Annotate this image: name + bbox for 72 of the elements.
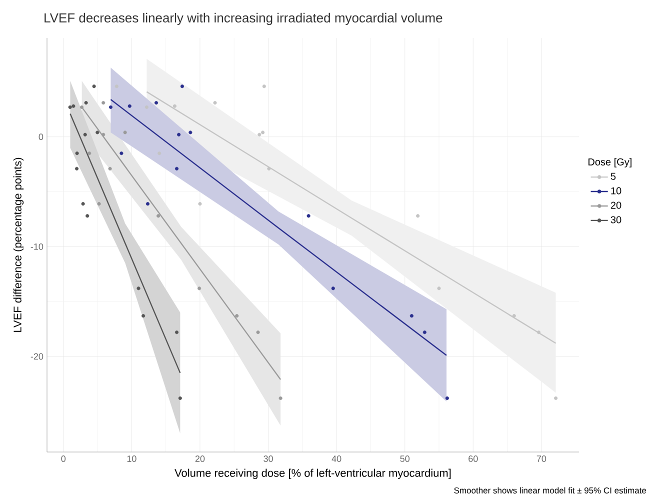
- point: [445, 396, 449, 400]
- point: [123, 130, 127, 134]
- point: [306, 214, 310, 218]
- chart-title: LVEF decreases linearly with increasing irradiated myocardial volume: [44, 12, 442, 26]
- point: [174, 166, 179, 170]
- point: [80, 105, 84, 109]
- x-tick-label: 60: [468, 456, 478, 462]
- point: [267, 166, 271, 170]
- point: [554, 396, 558, 400]
- point: [410, 314, 414, 318]
- point: [256, 330, 260, 334]
- point: [88, 152, 92, 156]
- point: [156, 214, 160, 218]
- point: [154, 100, 158, 105]
- point: [68, 105, 72, 109]
- point: [188, 130, 192, 134]
- x-tick-label: 40: [332, 456, 342, 462]
- y-tick-label: 0: [38, 134, 44, 140]
- point: [213, 100, 217, 105]
- point: [74, 166, 79, 170]
- point: [258, 132, 262, 136]
- point: [235, 314, 239, 318]
- x-tick-label: 20: [195, 456, 205, 462]
- point: [172, 104, 177, 108]
- legend-title: Dose [Gy]: [588, 158, 632, 168]
- x-tick-label: 50: [400, 456, 410, 462]
- point: [136, 286, 140, 290]
- point: [177, 132, 181, 136]
- point: [92, 84, 96, 88]
- point: [108, 105, 113, 109]
- point: [128, 104, 132, 108]
- x-tick-label: 0: [61, 456, 66, 462]
- x-tick-label: 70: [536, 456, 546, 462]
- y-tick-label: -10: [30, 243, 44, 250]
- point: [96, 130, 100, 134]
- point: [262, 84, 266, 88]
- point: [197, 286, 202, 290]
- point: [72, 104, 76, 108]
- point: [422, 330, 426, 334]
- point: [120, 152, 124, 156]
- point: [81, 202, 85, 206]
- point: [174, 330, 179, 334]
- legend-label: 20: [610, 202, 622, 209]
- x-tick-label: 10: [127, 456, 136, 462]
- legend-label: 10: [611, 187, 622, 194]
- point: [86, 214, 90, 218]
- point: [536, 330, 541, 334]
- point: [83, 132, 87, 136]
- text: Smoother shows linear model fit ± 95% CI estimate: [454, 487, 646, 494]
- point: [102, 100, 106, 105]
- point: [97, 202, 101, 206]
- point: [141, 314, 146, 318]
- point: [416, 214, 420, 218]
- y-tick-label: -20: [30, 353, 44, 360]
- point: [261, 130, 265, 134]
- point: [108, 166, 112, 170]
- point: [102, 132, 106, 136]
- y-axis-title: LVEF difference (percentage points): [13, 158, 24, 332]
- point: [512, 314, 516, 318]
- point: [198, 202, 202, 206]
- point: [178, 396, 182, 400]
- x-tick-label: 30: [264, 456, 273, 462]
- point: [146, 202, 150, 206]
- point: [437, 286, 441, 290]
- point: [75, 152, 79, 156]
- x-axis-title: Volume receiving dose [% of left-ventricular myocardium]: [174, 468, 451, 480]
- point: [84, 100, 88, 105]
- point: [278, 396, 282, 400]
- legend-label: 5: [610, 172, 616, 180]
- legend-label: 30: [610, 216, 622, 224]
- point: [331, 286, 335, 290]
- point: [180, 84, 184, 88]
